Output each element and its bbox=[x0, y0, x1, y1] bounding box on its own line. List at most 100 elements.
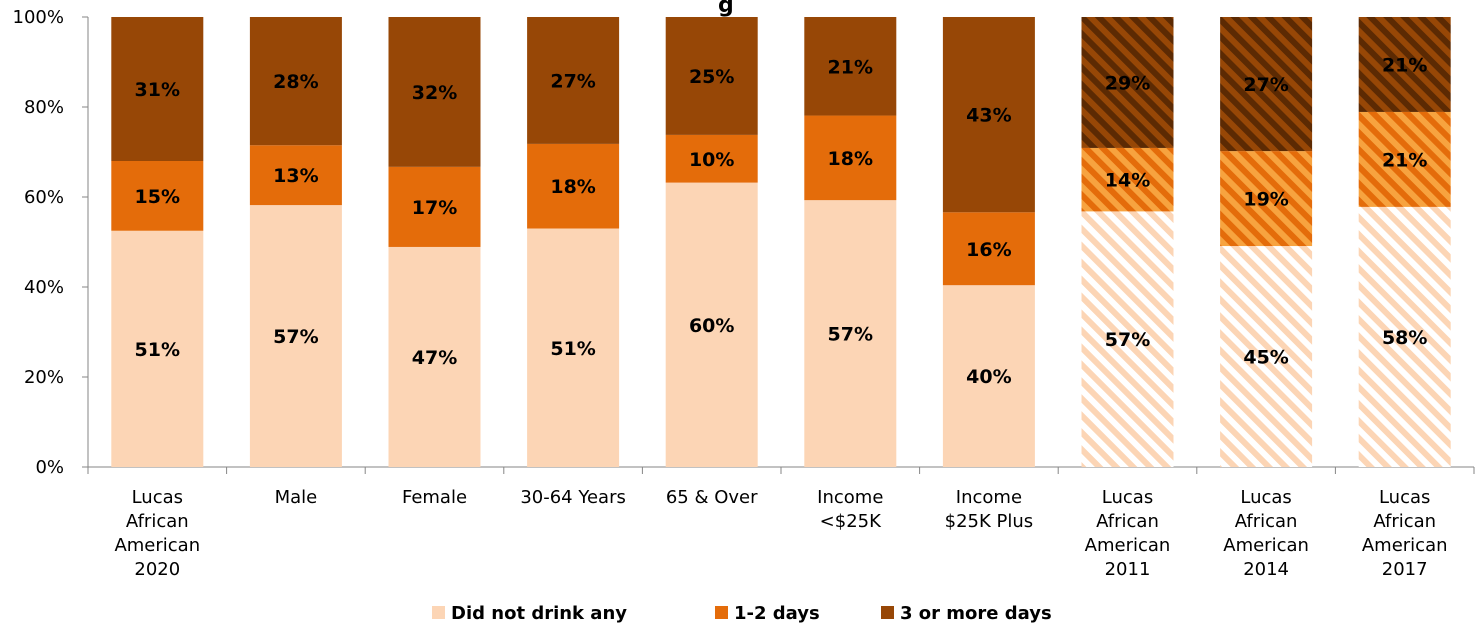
bar-segment-3-or-more-days bbox=[527, 17, 620, 144]
category-label: 2014 bbox=[1243, 559, 1289, 580]
data-label: 15% bbox=[135, 186, 180, 208]
category-label: 2020 bbox=[134, 559, 180, 580]
category-label: 65 & Over bbox=[666, 487, 758, 508]
bar-segment-3-or-more-days bbox=[388, 17, 481, 167]
data-label: 57% bbox=[1105, 329, 1150, 351]
bar-segment-did-not-drink-any bbox=[1220, 246, 1313, 467]
data-label: 25% bbox=[689, 66, 734, 88]
data-label: 51% bbox=[550, 338, 595, 360]
legend-swatch bbox=[715, 606, 728, 619]
y-tick-label: 100% bbox=[13, 7, 64, 28]
category-label: African bbox=[126, 511, 189, 532]
bar-segment-1-2-days bbox=[1220, 151, 1313, 247]
data-label: 21% bbox=[828, 56, 873, 78]
bar-segment-1-2-days bbox=[111, 161, 204, 231]
category-label: Male bbox=[275, 487, 318, 508]
category-label: American bbox=[1085, 535, 1171, 556]
data-label: 57% bbox=[273, 326, 318, 348]
y-tick-label: 0% bbox=[35, 457, 64, 478]
bars-group bbox=[111, 17, 1451, 467]
bar-segment-1-2-days bbox=[249, 145, 342, 206]
category-label: <$25K bbox=[820, 511, 882, 532]
chart-title-fragment: g bbox=[718, 0, 734, 18]
bar-segment-1-2-days bbox=[1081, 147, 1174, 212]
category-label: Lucas bbox=[1240, 487, 1291, 508]
category-label: Lucas bbox=[1379, 487, 1430, 508]
category-label: 30-64 Years bbox=[520, 487, 626, 508]
category-label: Lucas bbox=[132, 487, 183, 508]
category-label: American bbox=[114, 535, 200, 556]
category-label: African bbox=[1235, 511, 1298, 532]
data-label: 51% bbox=[135, 339, 180, 361]
bar-segment-1-2-days bbox=[1358, 111, 1451, 207]
category-label: American bbox=[1362, 535, 1448, 556]
data-label: 13% bbox=[273, 165, 318, 187]
category-label: African bbox=[1096, 511, 1159, 532]
bar-segment-3-or-more-days bbox=[1220, 17, 1313, 152]
data-label: 10% bbox=[689, 149, 734, 171]
bar-segment-did-not-drink-any bbox=[249, 205, 342, 467]
bar-segment-did-not-drink-any bbox=[665, 182, 758, 467]
data-label: 40% bbox=[966, 366, 1011, 388]
bar-segment-did-not-drink-any bbox=[1358, 206, 1451, 467]
y-tick-label: 80% bbox=[24, 97, 64, 118]
y-tick-label: 60% bbox=[24, 187, 64, 208]
data-label: 21% bbox=[1382, 149, 1427, 171]
data-label: 58% bbox=[1382, 327, 1427, 349]
bar-segment-did-not-drink-any bbox=[1081, 211, 1174, 467]
bar-segment-3-or-more-days bbox=[1358, 17, 1451, 112]
bar-segment-3-or-more-days bbox=[665, 17, 758, 135]
category-label: African bbox=[1373, 511, 1436, 532]
data-label: 18% bbox=[828, 148, 873, 170]
data-labels-group: 51% 15% 31% 57% 13% 28% 47% 17% 32% 51% 18% 27% 60% 1… bbox=[135, 54, 1428, 388]
legend-label: 1-2 days bbox=[734, 603, 820, 624]
bar-segment-1-2-days bbox=[665, 134, 758, 183]
data-label: 57% bbox=[828, 324, 873, 346]
data-label: 27% bbox=[550, 70, 595, 92]
y-tick-label: 40% bbox=[24, 277, 64, 298]
category-label: American bbox=[1223, 535, 1309, 556]
data-label: 31% bbox=[135, 79, 180, 101]
bar-segment-did-not-drink-any bbox=[527, 228, 620, 467]
bar-segment-did-not-drink-any bbox=[388, 246, 481, 467]
data-label: 43% bbox=[966, 105, 1011, 127]
bar-segment-did-not-drink-any bbox=[804, 200, 897, 467]
bar-segment-1-2-days bbox=[804, 115, 897, 201]
data-label: 16% bbox=[966, 239, 1011, 261]
category-labels-group: Lucas African American 2020 Male Female 30-64 … bbox=[114, 487, 1447, 580]
bar-segment-1-2-days bbox=[942, 212, 1035, 286]
category-label: 2017 bbox=[1382, 559, 1428, 580]
data-label: 17% bbox=[412, 197, 457, 219]
legend-label: 3 or more days bbox=[900, 603, 1052, 624]
y-tick-label: 20% bbox=[24, 367, 64, 388]
data-label: 18% bbox=[550, 176, 595, 198]
legend-swatch bbox=[881, 606, 894, 619]
bar-segment-did-not-drink-any bbox=[111, 230, 204, 467]
bar-segment-1-2-days bbox=[527, 143, 620, 229]
category-label: Female bbox=[402, 487, 467, 508]
data-label: 47% bbox=[412, 347, 457, 369]
data-label: 29% bbox=[1105, 72, 1150, 94]
data-label: 21% bbox=[1382, 54, 1427, 76]
bar-segment-3-or-more-days bbox=[249, 17, 342, 146]
bar-segment-3-or-more-days bbox=[1081, 17, 1174, 148]
legend-label: Did not drink any bbox=[451, 603, 627, 624]
data-label: 19% bbox=[1243, 189, 1288, 211]
data-label: 32% bbox=[412, 82, 457, 104]
category-label: $25K Plus bbox=[945, 511, 1034, 532]
data-label: 28% bbox=[273, 71, 318, 93]
data-label: 27% bbox=[1243, 74, 1288, 96]
data-label: 45% bbox=[1243, 347, 1288, 369]
category-label: Income bbox=[817, 487, 883, 508]
bar-segment-3-or-more-days bbox=[804, 17, 897, 116]
category-label: Income bbox=[956, 487, 1022, 508]
bar-segment-3-or-more-days bbox=[942, 17, 1035, 213]
legend: Did not drink any 1-2 days 3 or more days bbox=[432, 603, 1052, 624]
bar-segment-1-2-days bbox=[388, 166, 481, 247]
bar-segment-3-or-more-days bbox=[111, 17, 204, 161]
data-label: 14% bbox=[1105, 170, 1150, 192]
data-label: 60% bbox=[689, 315, 734, 337]
bar-segment-did-not-drink-any bbox=[942, 285, 1035, 467]
